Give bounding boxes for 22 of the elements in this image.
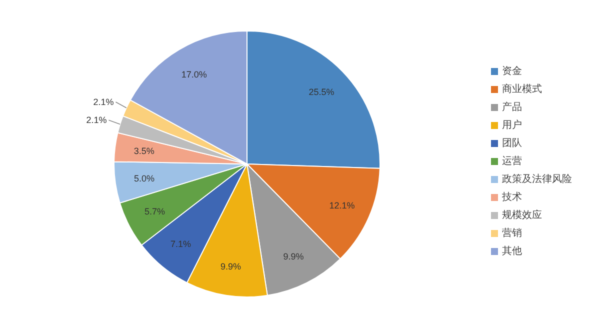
data-label: 2.1% bbox=[86, 115, 107, 126]
legend-label: 资金 bbox=[502, 66, 522, 77]
data-label: 9.9% bbox=[220, 261, 242, 272]
data-label: 25.5% bbox=[308, 86, 334, 97]
legend-label: 团队 bbox=[502, 138, 522, 149]
data-label: 5.0% bbox=[134, 173, 155, 184]
legend-label: 规模效应 bbox=[502, 210, 542, 221]
legend-label: 运营 bbox=[502, 156, 522, 167]
data-label: 2.1% bbox=[93, 96, 114, 107]
legend-label: 政策及法律风险 bbox=[502, 174, 572, 185]
data-label: 9.9% bbox=[283, 252, 304, 262]
legend-label: 用户 bbox=[502, 120, 522, 131]
data-label: 12.1% bbox=[329, 200, 355, 211]
legend-label: 商业模式 bbox=[502, 84, 542, 95]
data-label: 17.0% bbox=[181, 70, 207, 80]
data-label: 3.5% bbox=[134, 146, 154, 156]
legend-label: 产品 bbox=[502, 102, 522, 113]
legend-label: 营销 bbox=[502, 228, 522, 239]
legend-label: 其他 bbox=[502, 246, 522, 257]
legend-label: 技术 bbox=[502, 192, 522, 203]
data-label: 7.1% bbox=[170, 238, 192, 249]
data-label: 5.7% bbox=[144, 206, 166, 217]
